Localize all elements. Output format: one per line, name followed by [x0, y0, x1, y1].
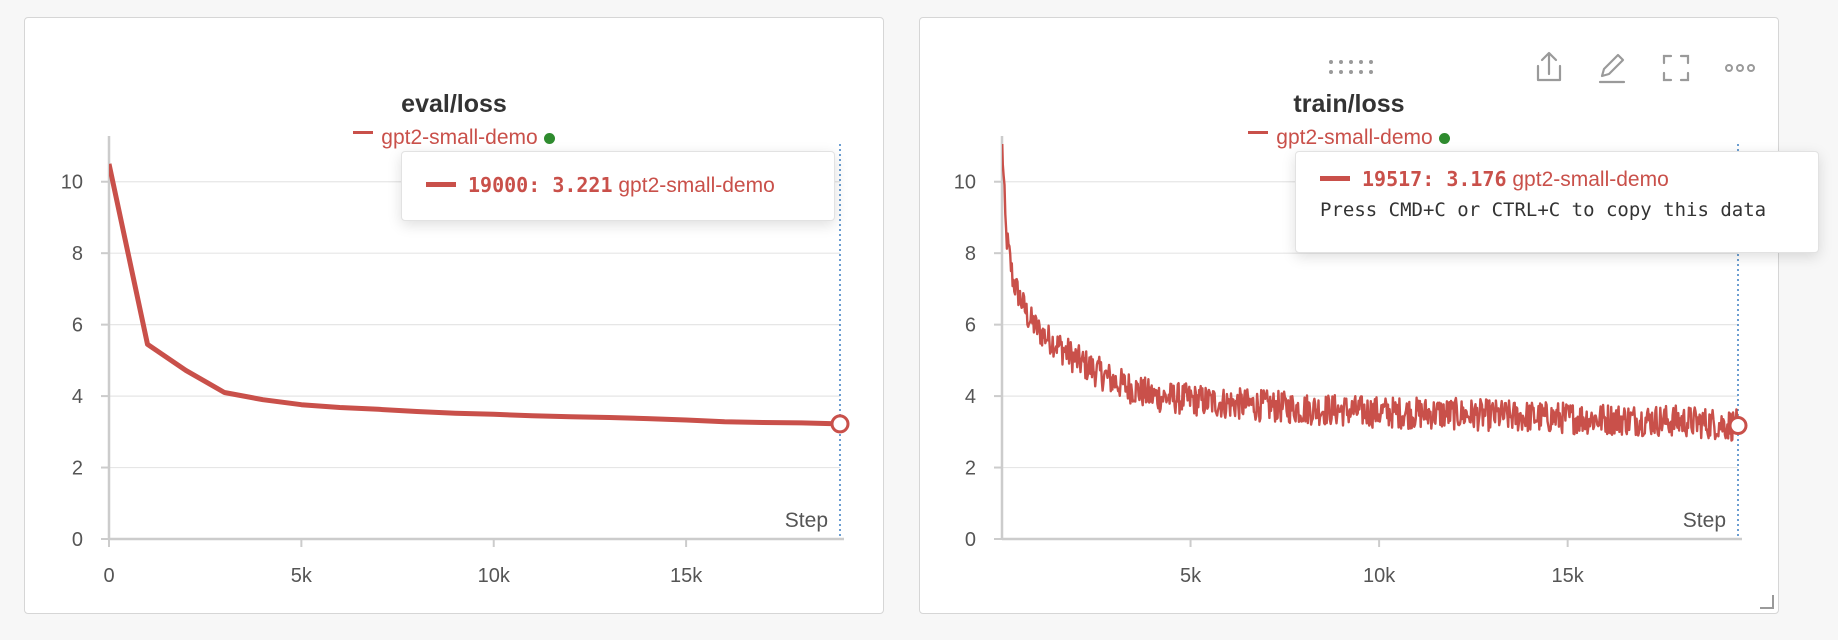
- chart-title: eval/loss: [401, 90, 507, 118]
- panel-toolbar: [920, 48, 1780, 88]
- y-tick-label: 6: [72, 315, 83, 337]
- y-tick-label: 6: [965, 315, 976, 337]
- x-tick-label: 15k: [670, 565, 703, 587]
- y-tick-label: 10: [61, 172, 83, 194]
- hover-tooltip: 19517: 3.176 gpt2-small-demo Press CMD+C…: [1295, 151, 1819, 253]
- tooltip-value: 3.176: [1446, 167, 1507, 191]
- y-tick-label: 2: [72, 458, 83, 480]
- hover-tooltip: 19000: 3.221 gpt2-small-demo: [401, 151, 835, 221]
- series-line-gpt2-small-demo: [1002, 144, 1740, 442]
- chart-panel-eval: 0 2 4 6 8 10 0 5k 10k 15k Step eval/loss gpt2-smal…: [24, 17, 884, 614]
- x-axis-label: Step: [785, 509, 828, 532]
- x-tick-label: 0: [103, 565, 114, 587]
- share-icon[interactable]: [1529, 48, 1569, 88]
- x-tick-label: 15k: [1552, 565, 1585, 587]
- resize-handle-icon[interactable]: [1760, 595, 1774, 609]
- chart-legend[interactable]: gpt2-small-demo: [25, 126, 883, 150]
- legend-swatch: [353, 130, 374, 134]
- hover-point-marker: [1728, 416, 1748, 436]
- y-tick-label: 4: [965, 386, 976, 408]
- hover-point-marker: [830, 414, 850, 434]
- y-tick-label: 0: [72, 529, 83, 551]
- tooltip-value: 3.221: [552, 173, 613, 197]
- y-tick-label: 10: [954, 172, 976, 194]
- y-tick-label: 8: [72, 243, 83, 265]
- tooltip-step: 19517: [1362, 167, 1423, 191]
- x-tick-label: 5k: [1180, 565, 1202, 587]
- chart-title: train/loss: [1293, 90, 1405, 118]
- drag-handle-icon[interactable]: [1325, 48, 1373, 88]
- y-tick-label: 2: [965, 458, 976, 480]
- chart-train-loss: 0 2 4 6 8 10 5k 10k 15k Step: [954, 136, 1748, 587]
- tooltip-series: gpt2-small-demo: [618, 174, 775, 197]
- y-tick-label: 0: [965, 529, 976, 551]
- tooltip-copy-hint: Press CMD+C or CTRL+C to copy this data: [1320, 199, 1767, 221]
- y-tick-label: 4: [72, 386, 83, 408]
- edit-icon[interactable]: [1592, 48, 1632, 88]
- chart-legend[interactable]: gpt2-small-demo: [920, 126, 1778, 150]
- tooltip-swatch: [1320, 175, 1350, 181]
- x-tick-label: 10k: [1363, 565, 1396, 587]
- run-status-dot: [543, 132, 555, 144]
- tooltip-swatch: [426, 181, 456, 187]
- legend-swatch: [1248, 130, 1269, 134]
- chart-panel-train: 0 2 4 6 8 10 5k 10k 15k Step train/loss gpt2-smal…: [919, 17, 1819, 614]
- x-tick-label: 5k: [291, 565, 313, 587]
- x-tick-label: 10k: [478, 565, 511, 587]
- x-axis-label: Step: [1683, 509, 1726, 532]
- more-icon[interactable]: [1720, 48, 1760, 88]
- legend-series-name: gpt2-small-demo: [1276, 126, 1433, 149]
- legend-series-name: gpt2-small-demo: [381, 126, 538, 149]
- run-status-dot: [1438, 132, 1450, 144]
- fullscreen-icon[interactable]: [1656, 48, 1696, 88]
- series-line-gpt2-small-demo: [109, 163, 841, 427]
- tooltip-step: 19000: [468, 173, 529, 197]
- y-tick-label: 8: [965, 243, 976, 265]
- tooltip-series: gpt2-small-demo: [1512, 168, 1669, 191]
